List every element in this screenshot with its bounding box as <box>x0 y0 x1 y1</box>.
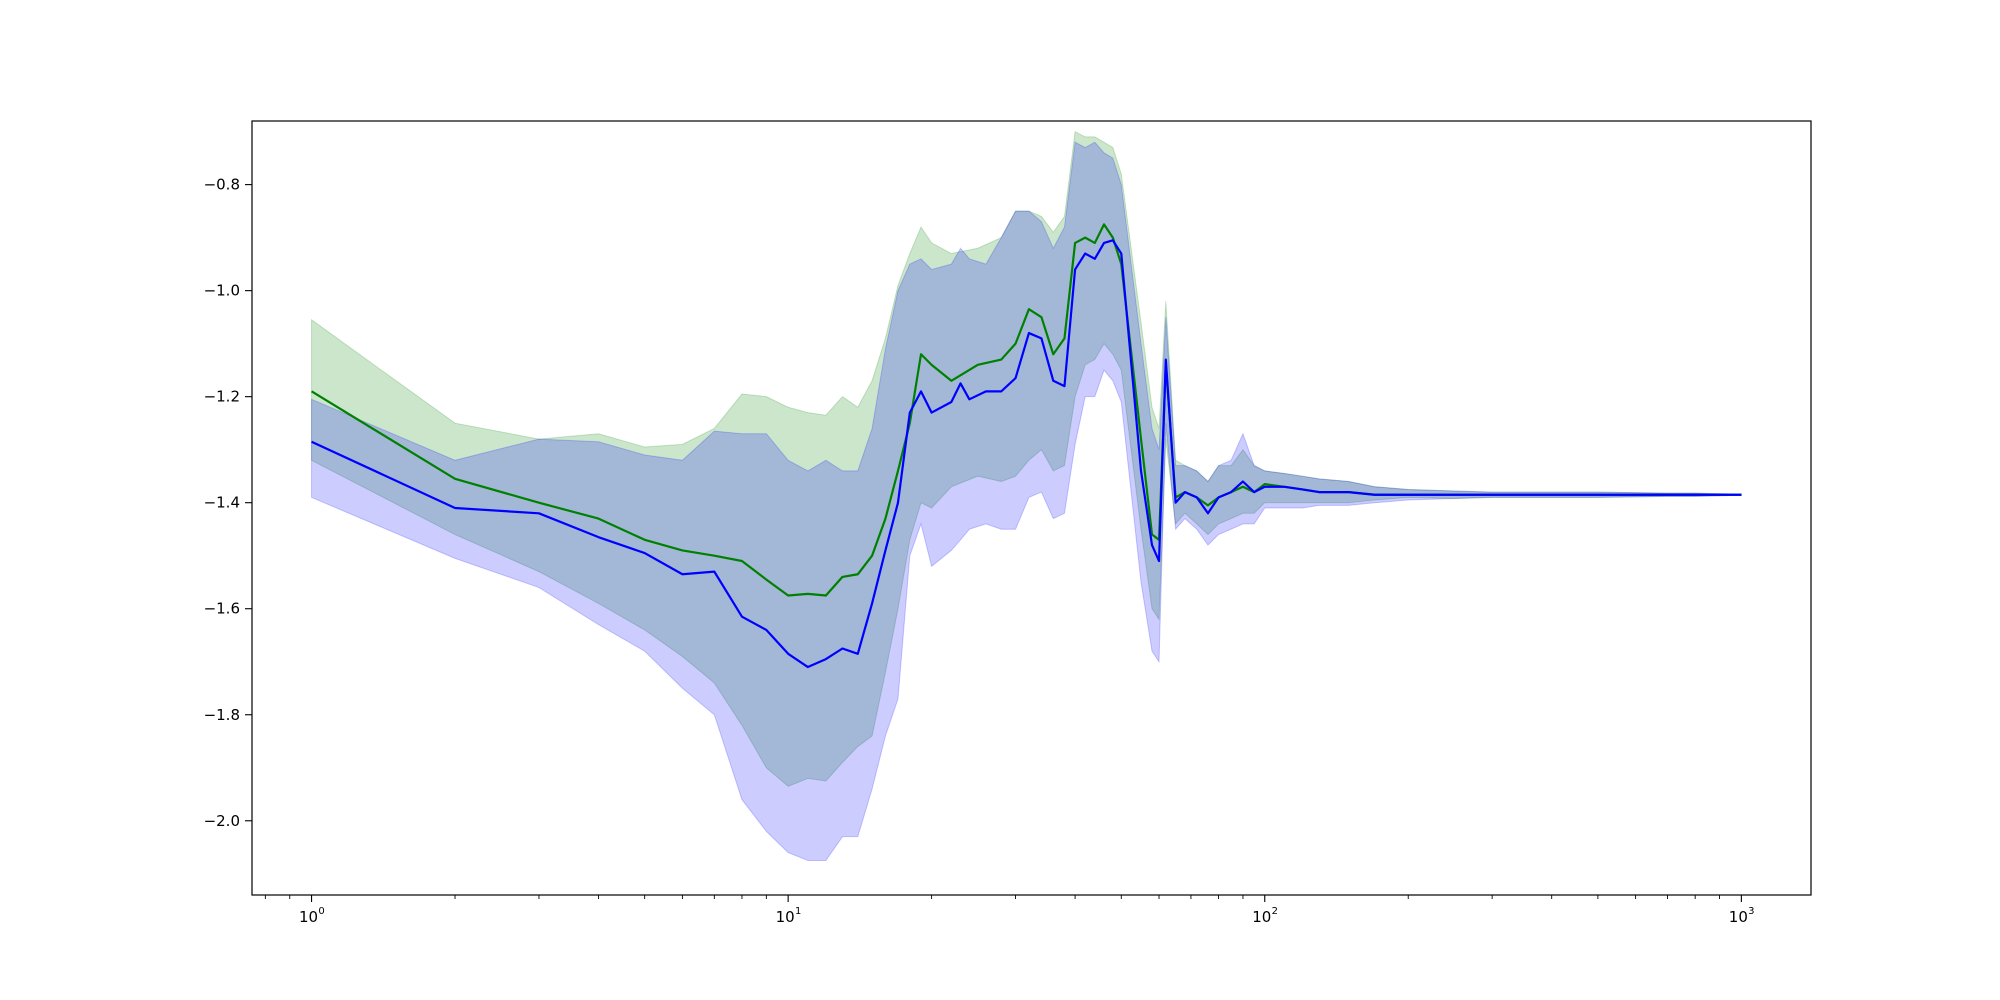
confidence-bands <box>311 130 1742 862</box>
x-tick-label: 10 <box>1252 908 1271 926</box>
x-tick-base: 10 <box>776 908 795 926</box>
x-tick-exponent: 2 <box>1272 906 1278 917</box>
x-tick-exponent: 0 <box>318 906 324 917</box>
x-tick-exponent: 3 <box>1748 906 1754 917</box>
series-lines <box>310 223 1742 669</box>
y-tick-label: −1.0 <box>204 282 240 300</box>
x-tick-label: 10 <box>776 908 795 926</box>
y-tick-label: −0.8 <box>204 176 240 194</box>
x-tick-base: 10 <box>1729 908 1748 926</box>
x-tick-base: 10 <box>1252 908 1271 926</box>
y-axis-ticks: −2.0 −1.8 −1.6 −1.4 −1.2 −1.0 −0.8 <box>204 176 252 830</box>
x-tick-label: 10 <box>299 908 318 926</box>
y-tick-label: −1.4 <box>204 494 240 512</box>
y-tick-label: −1.6 <box>204 600 240 618</box>
x-axis-ticks: 10 0 10 1 10 2 10 3 <box>264 895 1755 926</box>
x-tick-label: 10 <box>1729 908 1748 926</box>
series-2-line <box>311 239 1742 669</box>
plot-frame <box>251 120 1812 896</box>
x-tick-exponent: 1 <box>795 906 801 917</box>
series-2-band <box>311 141 1742 862</box>
y-tick-label: −1.2 <box>204 388 240 406</box>
x-tick-base: 10 <box>299 908 318 926</box>
y-tick-label: −1.8 <box>204 706 240 724</box>
y-tick-label: −2.0 <box>204 812 240 830</box>
